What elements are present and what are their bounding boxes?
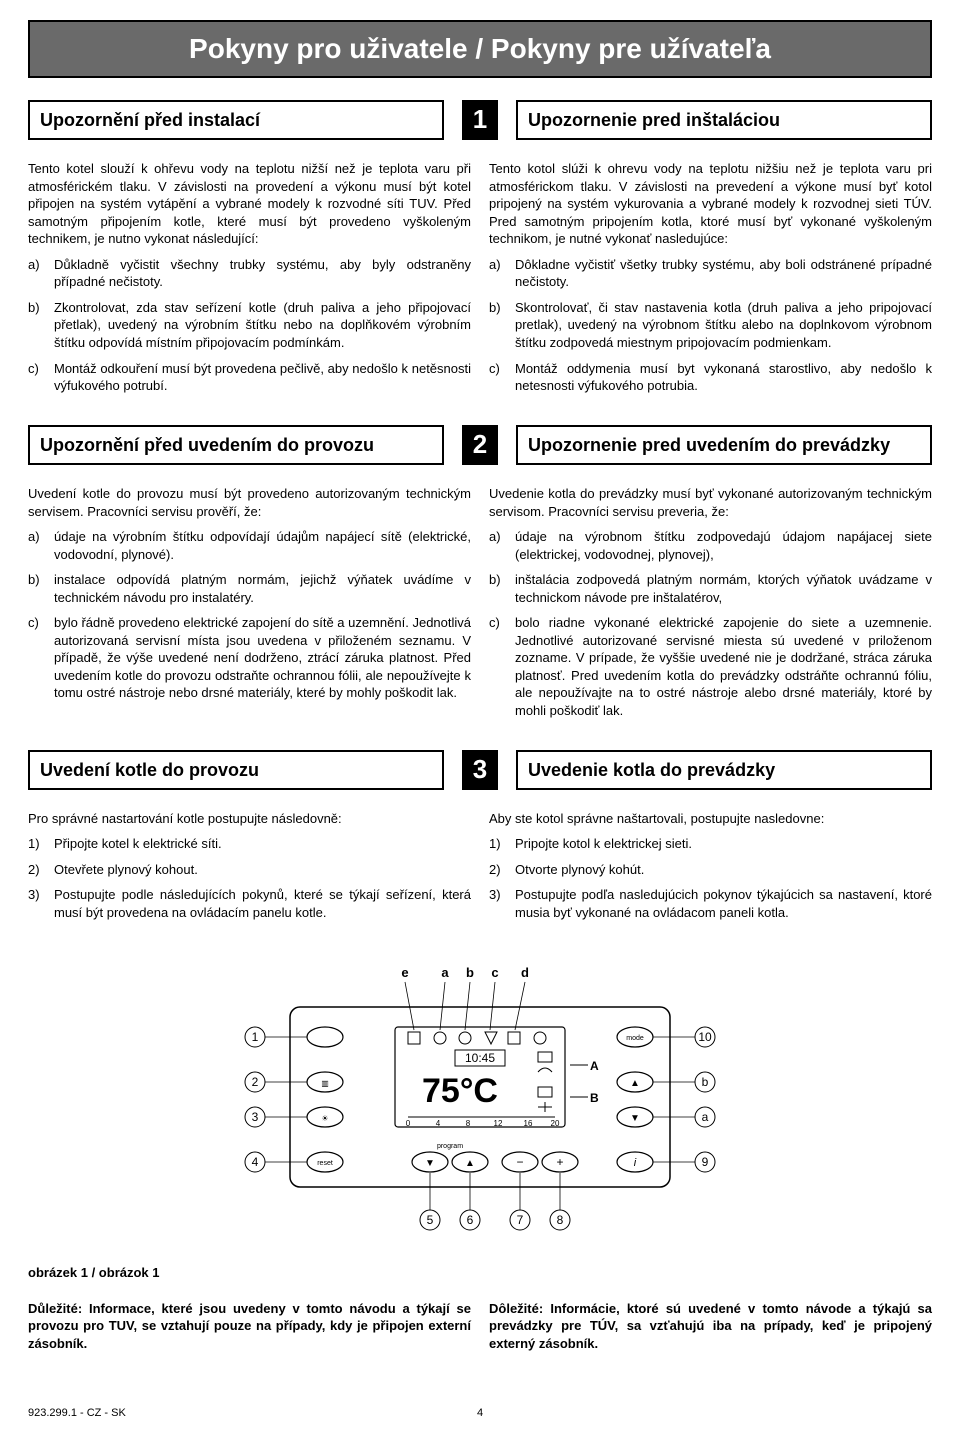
svg-text:program: program <box>437 1143 463 1150</box>
list-item: b)Zkontrolovat, zda stav seřízení kotle … <box>28 299 471 352</box>
list-item: a)Dôkladne vyčistiť všetky trubky systém… <box>489 256 932 291</box>
svg-text:8: 8 <box>466 1119 471 1128</box>
section-2-number: 2 <box>462 425 498 465</box>
svg-text:▼: ▼ <box>425 1158 435 1169</box>
list-item: 2)Otevřete plynový kohout. <box>28 861 471 879</box>
svg-text:b: b <box>466 965 474 980</box>
svg-text:10: 10 <box>698 1030 712 1044</box>
control-panel-svg: 10:45 75°C 0 4 8 12 16 20 <box>160 952 800 1252</box>
svg-text:4: 4 <box>436 1119 441 1128</box>
svg-text:▥: ▥ <box>321 1079 329 1088</box>
footer-code: 923.299.1 - CZ - SK <box>28 1406 126 1421</box>
svg-text:20: 20 <box>551 1119 560 1128</box>
svg-text:6: 6 <box>467 1213 474 1227</box>
control-panel-figure: 10:45 75°C 0 4 8 12 16 20 <box>28 952 932 1282</box>
svg-text:3: 3 <box>252 1110 259 1124</box>
section-2-head-left: Upozornění před uvedením do provozu <box>28 425 444 465</box>
important-left: Důležité: Informace, které jsou uvedeny … <box>28 1300 471 1353</box>
svg-text:▲: ▲ <box>465 1158 475 1169</box>
svg-text:4: 4 <box>252 1155 259 1169</box>
sec3-right-intro: Aby ste kotol správne naštartovali, post… <box>489 810 932 828</box>
list-item: a)údaje na výrobnom štítku zodpovedajú ú… <box>489 528 932 563</box>
section-1-head-right: Upozornenie pred inštaláciou <box>516 100 932 140</box>
svg-text:0: 0 <box>406 1119 411 1128</box>
svg-text:mode: mode <box>626 1035 644 1042</box>
list-item: b)instalace odpovídá platným normám, jej… <box>28 571 471 606</box>
sec3-left-intro: Pro správné nastartování kotle postupujt… <box>28 810 471 828</box>
sec1-right-intro: Tento kotol slúži k ohrevu vody na teplo… <box>489 160 932 248</box>
section-2-head-right: Upozornenie pred uvedením do prevádzky <box>516 425 932 465</box>
sec1-left-intro: Tento kotel slouží k ohřevu vody na tepl… <box>28 160 471 248</box>
list-item: 3)Postupujte podľa nasledujúcich pokynov… <box>489 886 932 921</box>
list-item: c)Montáž odkouření musí být provedena pe… <box>28 360 471 395</box>
list-item: b)inštalácia zodpovedá platným normám, k… <box>489 571 932 606</box>
svg-text:i: i <box>634 1157 637 1169</box>
svg-text:☀: ☀ <box>321 1114 328 1123</box>
section-1-number: 1 <box>462 100 498 140</box>
list-item: c)bylo řádně provedeno elektrické zapoje… <box>28 614 471 702</box>
svg-text:1: 1 <box>252 1030 259 1044</box>
list-item: 1)Připojte kotel k elektrické síti. <box>28 835 471 853</box>
section-1-head-left: Upozornění před instalací <box>28 100 444 140</box>
svg-text:2: 2 <box>252 1075 259 1089</box>
svg-text:c: c <box>491 965 498 980</box>
section-3-head-right: Uvedenie kotla do prevádzky <box>516 750 932 790</box>
svg-text:A: A <box>590 1059 599 1073</box>
svg-text:e: e <box>401 965 408 980</box>
list-item: 1)Pripojte kotol k elektrickej sieti. <box>489 835 932 853</box>
svg-text:B: B <box>590 1091 599 1105</box>
section-1-header: Upozornění před instalací 1 Upozornenie … <box>28 100 932 140</box>
svg-text:12: 12 <box>494 1119 503 1128</box>
svg-text:d: d <box>521 965 529 980</box>
svg-text:reset: reset <box>317 1160 333 1167</box>
svg-text:▼: ▼ <box>630 1113 640 1124</box>
svg-text:8: 8 <box>557 1213 564 1227</box>
sec2-left-intro: Uvedení kotle do provozu musí být proved… <box>28 485 471 520</box>
svg-text:7: 7 <box>517 1213 524 1227</box>
section-2-header: Upozornění před uvedením do provozu 2 Up… <box>28 425 932 465</box>
svg-text:a: a <box>702 1110 709 1124</box>
sec2-right-intro: Uvedenie kotla do prevádzky musí byť vyk… <box>489 485 932 520</box>
list-item: c)Montáž oddymenia musí byt vykonaná sta… <box>489 360 932 395</box>
list-item: c)bolo riadne vykonané elektrické zapoje… <box>489 614 932 719</box>
svg-text:−: − <box>516 1155 523 1169</box>
figure-caption: obrázek 1 / obrázok 1 <box>28 1264 932 1282</box>
svg-text:a: a <box>441 965 449 980</box>
list-item: a)Důkladně vyčistit všechny trubky systé… <box>28 256 471 291</box>
svg-text:75°C: 75°C <box>422 1072 498 1110</box>
page-title: Pokyny pro uživatele / Pokyny pre užívat… <box>28 20 932 78</box>
svg-text:9: 9 <box>702 1155 709 1169</box>
list-item: 2)Otvorte plynový kohút. <box>489 861 932 879</box>
page-number: 4 <box>477 1406 483 1421</box>
section-3-number: 3 <box>462 750 498 790</box>
svg-text:+: + <box>556 1155 563 1169</box>
important-right: Dôležité: Informácie, ktoré sú uvedené v… <box>489 1300 932 1353</box>
section-3-head-left: Uvedení kotle do provozu <box>28 750 444 790</box>
svg-text:10:45: 10:45 <box>465 1051 495 1065</box>
section-3-header: Uvedení kotle do provozu 3 Uvedenie kotl… <box>28 750 932 790</box>
svg-text:16: 16 <box>524 1119 533 1128</box>
svg-text:b: b <box>702 1075 709 1089</box>
list-item: a)údaje na výrobním štítku odpovídají úd… <box>28 528 471 563</box>
list-item: b)Skontrolovať, či stav nastavenia kotla… <box>489 299 932 352</box>
svg-text:▲: ▲ <box>630 1078 640 1089</box>
list-item: 3)Postupujte podle následujících pokynů,… <box>28 886 471 921</box>
svg-text:5: 5 <box>427 1213 434 1227</box>
